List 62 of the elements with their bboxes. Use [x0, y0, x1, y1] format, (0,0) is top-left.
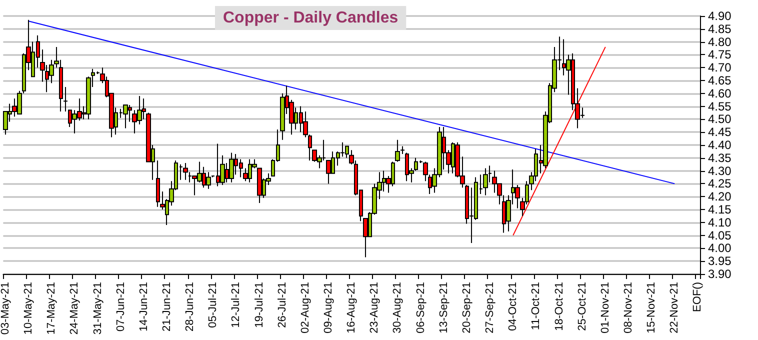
x-tick-label: 09-Aug-21 [322, 282, 335, 334]
x-tick-label: 08-Nov-21 [622, 282, 634, 334]
x-tick-label: 02-Aug-21 [299, 282, 312, 334]
x-tick-label: 03-May-21 [0, 282, 12, 335]
x-tick-label: 22-Nov-21 [668, 282, 681, 334]
candlestick [156, 160, 160, 208]
candlestick [395, 139, 400, 162]
x-tick-label: 14-Jun-21 [138, 282, 150, 332]
x-tick-label: 25-Oct-21 [576, 282, 588, 331]
y-tick-label: 4.60 [708, 86, 732, 100]
y-tick-label: 4.85 [708, 22, 732, 36]
x-tick-label: EOF() [692, 282, 704, 312]
y-tick-label: 4.25 [708, 176, 732, 191]
y-tick-label: 3.90 [708, 267, 732, 281]
x-tick-label: 24-May-21 [68, 282, 81, 335]
y-tick-label: 4.10 [708, 215, 732, 230]
candlestick [400, 146, 405, 155]
candlestick [63, 86, 68, 112]
x-tick-label: 17-May-21 [46, 282, 58, 335]
y-tick-label: 4.15 [708, 202, 732, 216]
x-tick-label: 18-Oct-21 [553, 282, 566, 331]
x-tick-label: 10-May-21 [22, 282, 35, 335]
candlestick [229, 152, 234, 183]
x-tick-label: 06-Sep-21 [414, 282, 427, 334]
y-tick-label: 4.70 [708, 60, 732, 75]
x-tick-label: 01-Nov-21 [599, 282, 612, 334]
chart-title: Copper - Daily Candles [223, 10, 398, 26]
x-tick-label: 13-Sep-21 [438, 282, 450, 334]
y-tick-label: 4.90 [708, 9, 732, 23]
y-tick-label: 4.40 [708, 138, 732, 152]
x-tick-label: 27-Sep-21 [484, 282, 496, 334]
y-tick-label: 3.95 [708, 254, 732, 268]
candlestick [483, 168, 488, 196]
x-tick-label: 21-Jun-21 [161, 282, 174, 332]
x-tick-label: 11-Oct-21 [530, 282, 542, 330]
y-tick-label: 4.35 [708, 150, 732, 165]
x-tick-label: 04-Oct-21 [507, 282, 520, 331]
y-tick-label: 4.80 [708, 34, 732, 49]
x-tick-label: 26-Jul-21 [276, 282, 288, 328]
x-tick-label: 15-Nov-21 [646, 282, 658, 334]
x-tick-label: 28-Jun-21 [184, 282, 196, 332]
y-tick-label: 4.50 [708, 112, 732, 126]
y-tick-label: 4.30 [708, 164, 732, 178]
y-tick-label: 4.65 [708, 74, 732, 88]
y-tick-label: 4.00 [708, 241, 732, 256]
x-tick-label: 23-Aug-21 [368, 282, 381, 334]
x-tick-label: 19-Jul-21 [253, 282, 266, 328]
y-tick-label: 4.05 [708, 228, 732, 242]
candlestick [257, 168, 262, 204]
candlestick [123, 104, 128, 129]
x-tick-label: 20-Sep-21 [460, 282, 473, 334]
y-tick-label: 4.20 [708, 190, 732, 204]
y-tick-label: 4.75 [708, 48, 732, 62]
x-tick-label: 16-Aug-21 [346, 282, 358, 334]
x-tick-label: 05-Jul-21 [207, 282, 220, 328]
y-tick-label: 4.45 [708, 125, 732, 140]
x-tick-label: 31-May-21 [92, 282, 104, 335]
x-tick-label: 07-Jun-21 [114, 282, 127, 332]
y-tick-label: 4.55 [708, 99, 732, 114]
x-tick-label: 30-Aug-21 [392, 282, 404, 334]
x-tick-label: 12-Jul-21 [230, 282, 242, 328]
candlestick [183, 162, 188, 180]
